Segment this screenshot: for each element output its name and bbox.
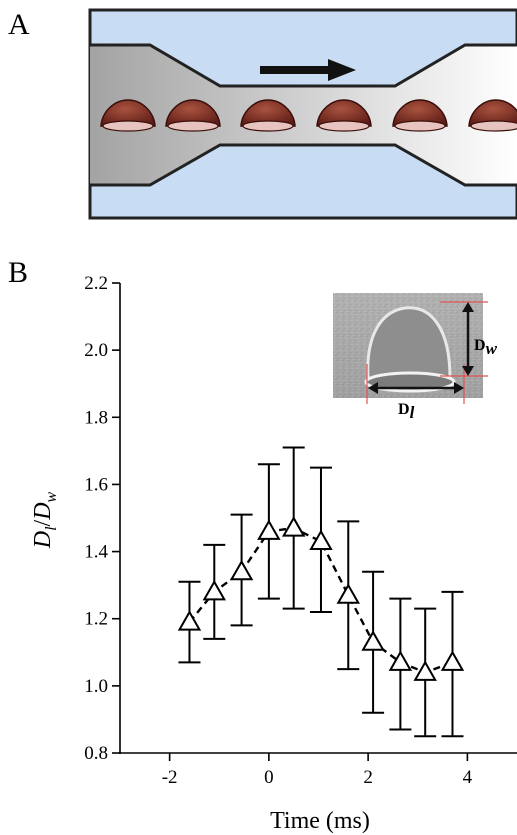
y-axis-title-den: D <box>30 502 56 520</box>
channel-fluid <box>90 45 517 185</box>
channel-top-edge <box>90 43 517 88</box>
y-axis-title: Dl/Dw <box>30 491 60 549</box>
red-blood-cell <box>392 99 448 132</box>
red-blood-cell <box>316 99 372 132</box>
red-blood-cells <box>100 99 517 132</box>
data-point <box>309 529 333 550</box>
inset-width-label: Dw <box>474 337 498 358</box>
inset-width-arrow <box>462 302 474 376</box>
inset-length-label: Dl <box>398 401 415 422</box>
axes <box>119 283 517 754</box>
data-point <box>202 579 227 601</box>
panel-label-b: B <box>8 256 29 289</box>
data-point <box>177 610 202 631</box>
x-tick-label: -2 <box>162 767 178 788</box>
data-point <box>257 519 281 540</box>
axis-ticks: 0.8 1.0 1.2 1.4 1.6 1.8 2.0 2.2 -2 0 2 4 <box>84 273 472 788</box>
inset-cell-shape <box>366 306 452 380</box>
x-tick-label: 2 <box>363 767 373 788</box>
y-axis-title-den-sub: w <box>43 491 60 502</box>
y-tick-label: 1.2 <box>84 609 108 630</box>
x-tick-label: 4 <box>463 767 473 788</box>
data-point <box>440 650 465 671</box>
red-blood-cell <box>100 99 156 132</box>
red-blood-cell <box>165 99 221 132</box>
data-point <box>281 516 306 537</box>
y-tick-label: 2.0 <box>84 340 108 361</box>
red-blood-cell <box>240 99 296 132</box>
x-tick-label: 0 <box>264 767 274 788</box>
flow-arrow <box>260 59 356 81</box>
x-axis-title: Time (ms) <box>270 808 370 834</box>
inset-length-arrow <box>368 382 464 394</box>
red-blood-cell <box>468 99 517 132</box>
data-point <box>413 660 437 681</box>
panel-label-a: A <box>8 8 30 41</box>
y-axis-title-num-sub: l <box>43 526 60 531</box>
y-tick-label: 0.8 <box>84 743 108 764</box>
y-axis-title-sep: / <box>30 519 56 526</box>
channel-schematic <box>88 8 517 220</box>
data-points <box>177 516 465 681</box>
y-tick-label: 1.4 <box>84 542 108 563</box>
data-point <box>361 630 385 651</box>
data-point <box>388 650 413 671</box>
y-tick-label: 1.0 <box>84 676 108 697</box>
data-point <box>229 559 254 581</box>
error-bars <box>178 446 464 738</box>
channel-bottom-edge <box>90 143 517 187</box>
y-tick-label: 1.6 <box>84 474 108 495</box>
data-point <box>336 583 360 604</box>
y-axis-title-num: D <box>30 531 56 549</box>
deformation-chart: 0.81.01.21.41.61.82.02.2-2 0 2 4 Time (ms) … <box>30 273 517 834</box>
cell-micrograph-inset: Dw Dl <box>333 293 498 422</box>
y-tick-label: 2.2 <box>84 273 108 294</box>
y-tick-label: 1.8 <box>84 407 108 428</box>
